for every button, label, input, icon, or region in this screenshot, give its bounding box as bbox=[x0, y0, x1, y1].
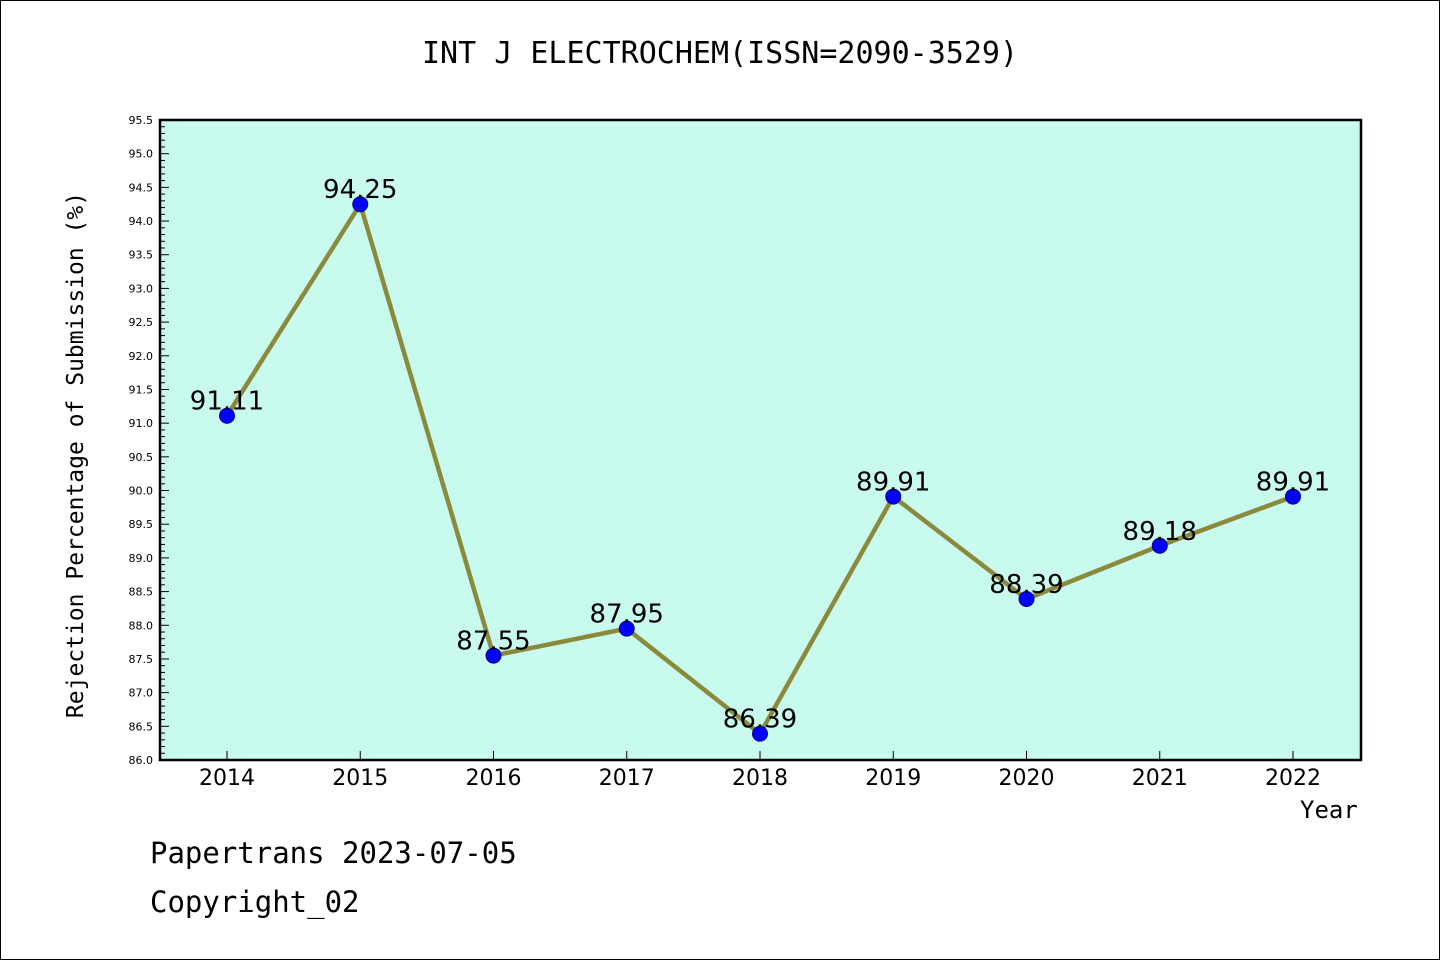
y-tick-label: 94.5 bbox=[129, 181, 154, 194]
x-tick-label: 2014 bbox=[199, 766, 255, 791]
data-label: 87.55 bbox=[456, 627, 530, 657]
y-tick-label: 95.0 bbox=[129, 148, 154, 161]
footer-date: Papertrans 2023-07-05 bbox=[150, 836, 517, 870]
y-tick-label: 90.0 bbox=[129, 485, 154, 498]
data-label: 87.95 bbox=[590, 600, 664, 630]
y-tick-label: 93.5 bbox=[129, 249, 154, 262]
data-point bbox=[1151, 537, 1168, 554]
data-point bbox=[752, 725, 768, 742]
y-tick-label: 91.0 bbox=[129, 417, 154, 430]
footer-copyright: Copyright_02 bbox=[150, 885, 360, 919]
y-tick-label: 90.5 bbox=[129, 451, 154, 464]
data-label: 94.25 bbox=[323, 175, 397, 205]
data-point bbox=[1018, 590, 1035, 607]
y-tick-label: 94.0 bbox=[129, 215, 154, 228]
x-axis-ticks: 2014 2015 2016 2017 2018 2019 2020 2021 2022 bbox=[199, 751, 1321, 791]
y-tick-label: 92.5 bbox=[129, 316, 154, 329]
x-tick-label: 2022 bbox=[1265, 766, 1321, 791]
y-tick-label: 88.5 bbox=[129, 586, 154, 599]
x-tick-label: 2020 bbox=[999, 766, 1055, 791]
data-point bbox=[618, 620, 635, 637]
data-label: 89.91 bbox=[1256, 468, 1330, 498]
data-point bbox=[1285, 488, 1301, 505]
y-tick-label: 88.0 bbox=[129, 619, 154, 632]
data-label: 89.91 bbox=[856, 468, 930, 498]
y-tick-label: 91.5 bbox=[129, 383, 154, 396]
y-tick-label: 89.5 bbox=[129, 518, 154, 531]
data-point bbox=[352, 196, 369, 213]
y-tick-label: 89.0 bbox=[129, 552, 154, 565]
data-points bbox=[219, 196, 1301, 742]
y-tick-label: 95.5 bbox=[129, 114, 154, 127]
x-tick-label: 2019 bbox=[865, 766, 921, 791]
data-point bbox=[485, 647, 502, 664]
y-tick-label: 87.5 bbox=[129, 653, 154, 666]
x-tick-label: 2015 bbox=[332, 766, 388, 791]
y-tick-label: 93.0 bbox=[129, 282, 154, 295]
x-tick-label: 2016 bbox=[466, 766, 522, 791]
data-point bbox=[885, 488, 902, 505]
plot-area bbox=[158, 118, 1363, 762]
y-axis-ticks: 86.0 86.5 87.0 87.5 88.0 88.5 89.0 89.5 90.0 90.5… bbox=[129, 114, 169, 767]
chart-title: INT J ELECTROCHEM(ISSN=2090-3529) bbox=[421, 36, 1019, 71]
x-tick-label: 2021 bbox=[1132, 766, 1188, 791]
x-axis-label: Year bbox=[1300, 796, 1358, 824]
data-label: 88.39 bbox=[989, 570, 1063, 600]
y-tick-label: 86.5 bbox=[129, 720, 154, 733]
x-tick-label: 2018 bbox=[732, 766, 788, 791]
data-label: 89.18 bbox=[1123, 517, 1197, 547]
data-point bbox=[219, 407, 235, 424]
data-label: 86.39 bbox=[723, 705, 797, 735]
x-tick-label: 2017 bbox=[599, 766, 655, 791]
data-label: 91.11 bbox=[190, 387, 264, 417]
data-labels: 91.11 94.25 87.55 87.95 86.39 89.91 88.39 89.18… bbox=[190, 175, 1330, 735]
y-tick-label: 92.0 bbox=[129, 350, 154, 363]
y-tick-label: 87.0 bbox=[129, 687, 154, 700]
y-tick-label: 86.0 bbox=[129, 754, 154, 767]
